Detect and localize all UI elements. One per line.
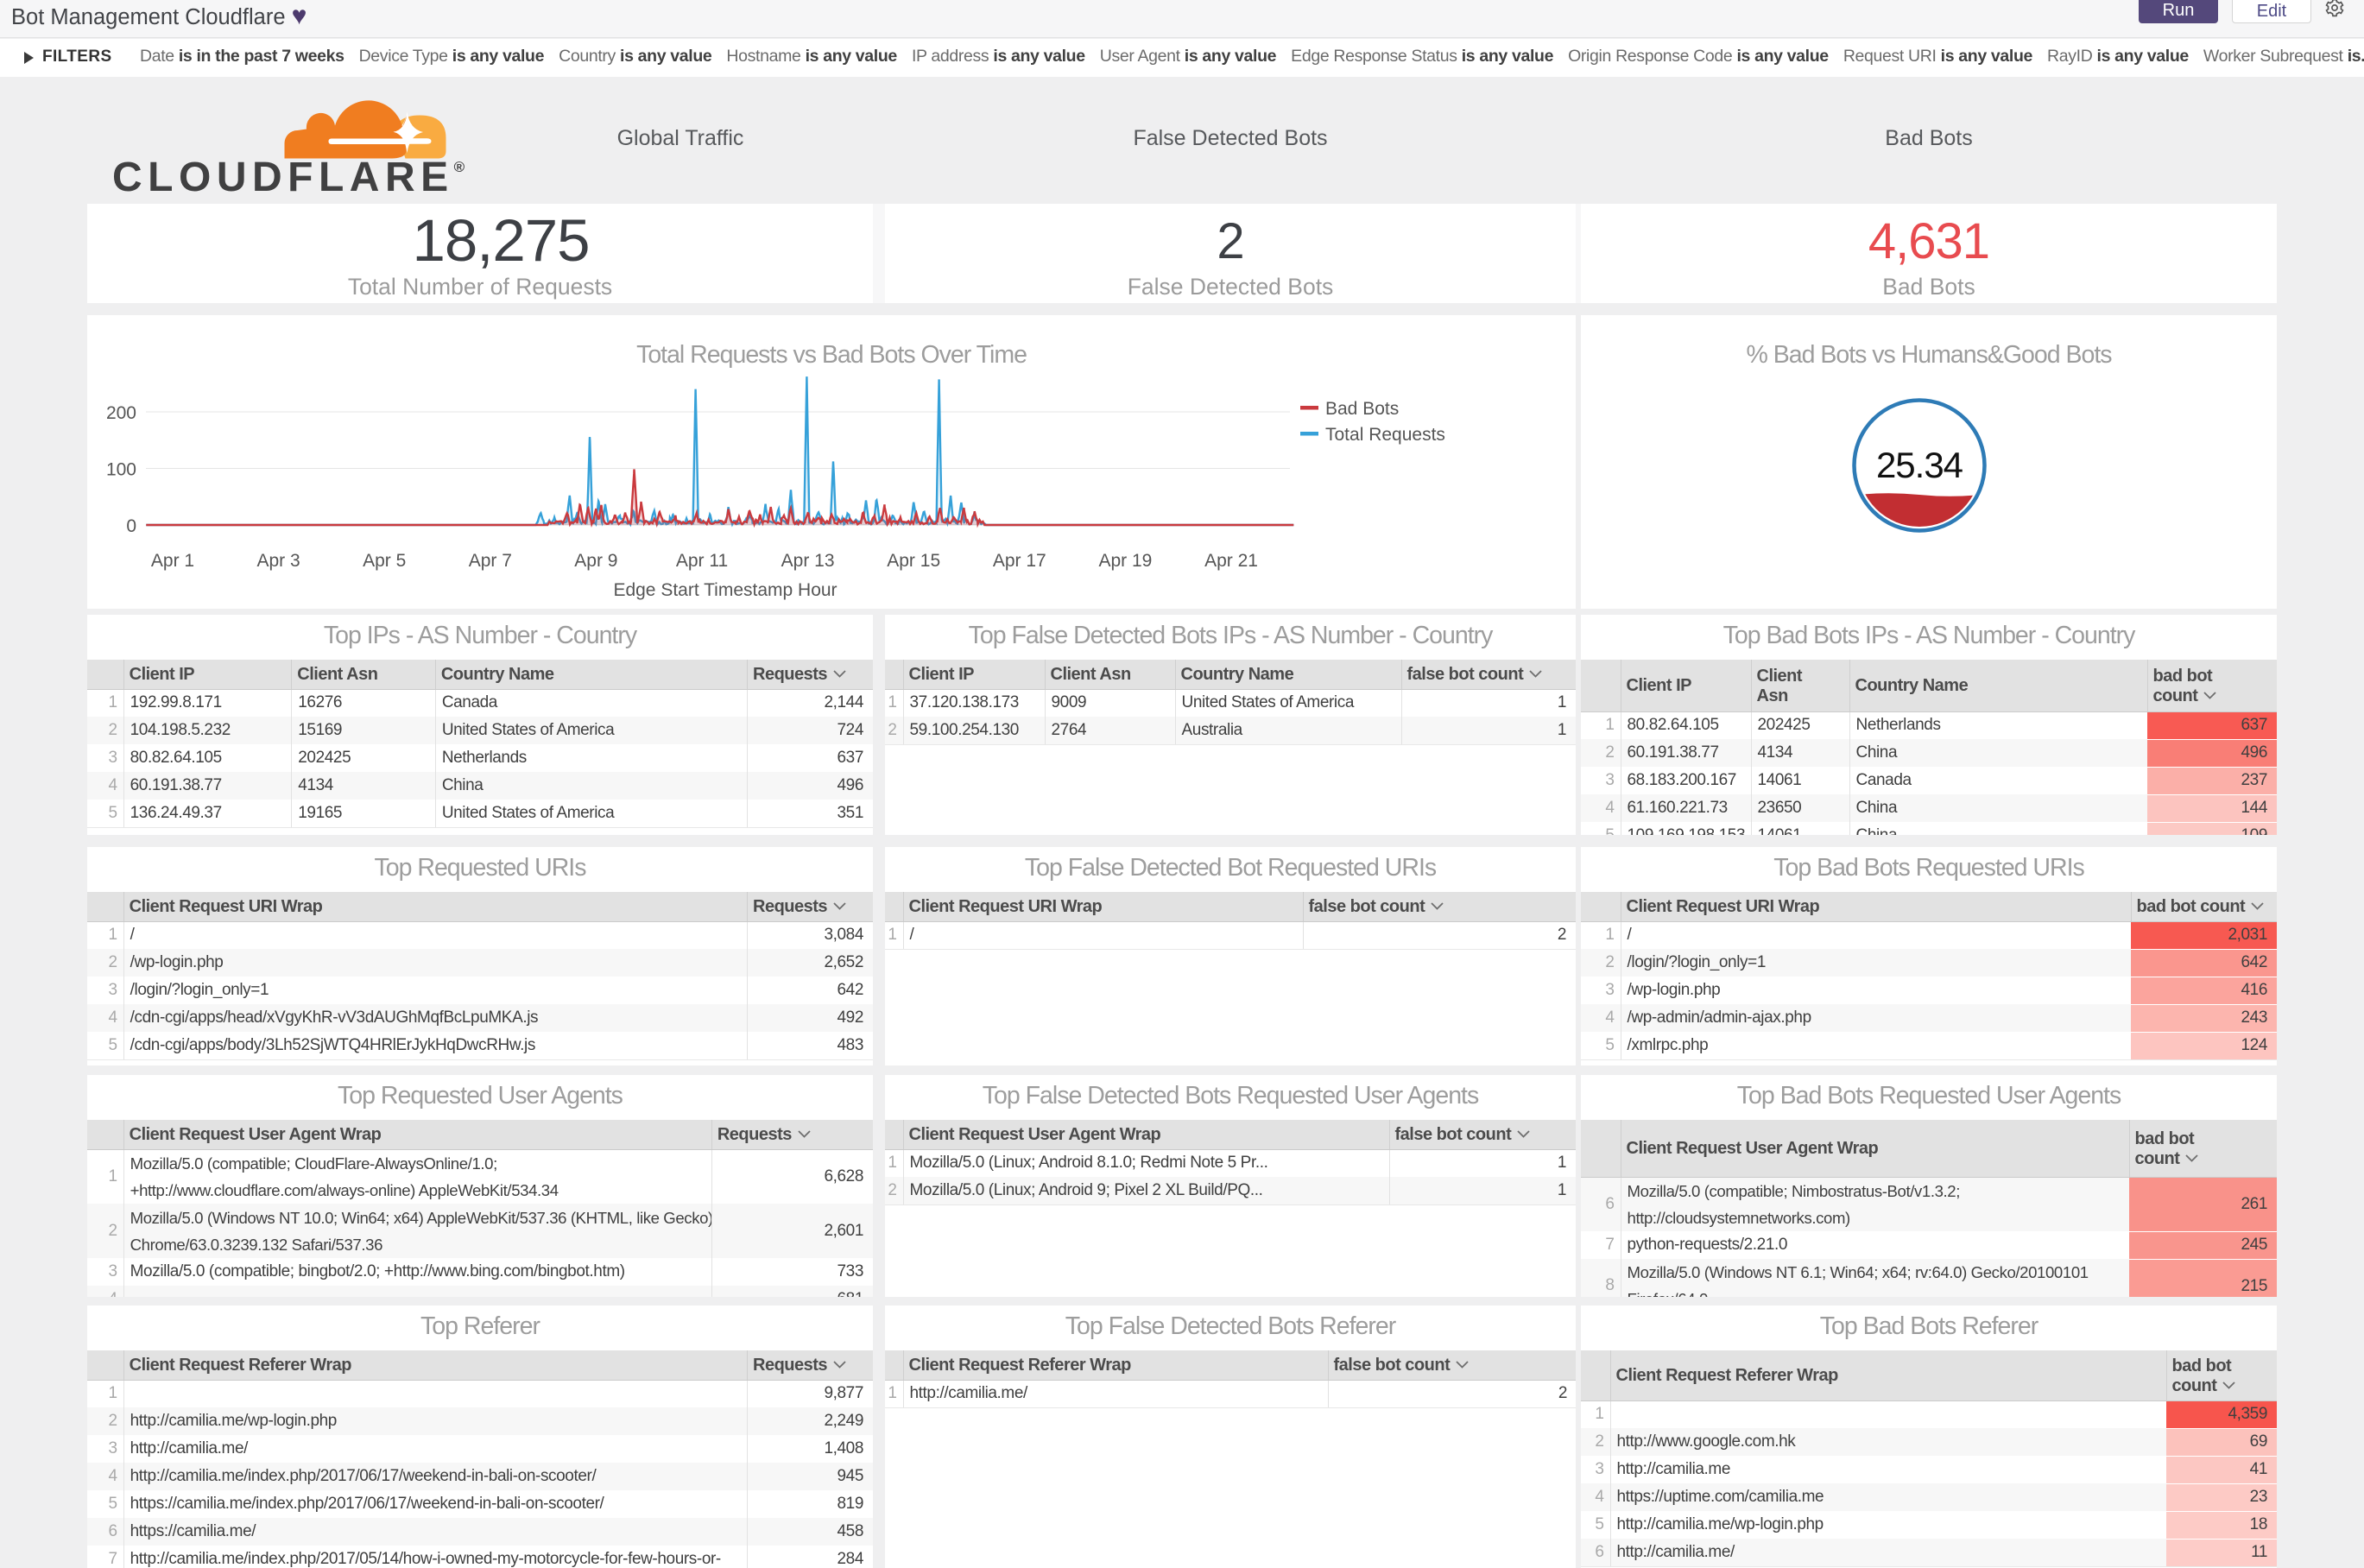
svg-text:Apr 17: Apr 17 [993,551,1046,571]
svg-text:200: 200 [106,403,136,423]
svg-text:Apr 11: Apr 11 [676,551,728,571]
svg-text:Apr 19: Apr 19 [1098,551,1152,571]
svg-text:Apr 1: Apr 1 [151,551,194,571]
svg-text:Bad Bots: Bad Bots [1325,399,1399,419]
svg-text:100: 100 [106,460,136,480]
svg-text:Total Requests: Total Requests [1325,425,1445,445]
svg-text:Apr 21: Apr 21 [1204,551,1258,571]
svg-text:Apr 7: Apr 7 [469,551,512,571]
svg-text:Apr 15: Apr 15 [887,551,940,571]
svg-text:Edge Start Timestamp Hour: Edge Start Timestamp Hour [613,580,837,600]
svg-text:Apr 3: Apr 3 [256,551,300,571]
svg-text:Apr 5: Apr 5 [363,551,406,571]
svg-text:Apr 13: Apr 13 [781,551,835,571]
svg-text:25.34: 25.34 [1876,445,1963,485]
svg-text:0: 0 [126,516,136,536]
svg-text:Apr 9: Apr 9 [574,551,617,571]
